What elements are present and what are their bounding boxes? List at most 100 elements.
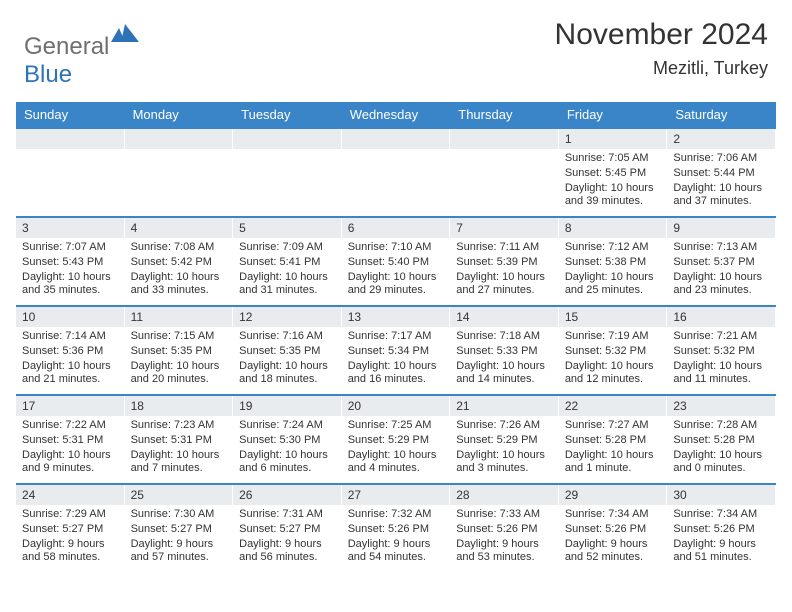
cell-details: Sunrise: 7:25 AMSunset: 5:29 PMDaylight:… [342,416,451,483]
calendar-cell: 10Sunrise: 7:14 AMSunset: 5:36 PMDayligh… [16,306,125,395]
flag-icon [111,22,139,42]
day-number: 16 [667,307,776,327]
sunrise-line: Sunrise: 7:28 AM [673,419,770,433]
day-number: 24 [16,485,125,505]
sunset-line: Sunset: 5:29 PM [456,434,553,448]
cell-details: Sunrise: 7:05 AMSunset: 5:45 PMDaylight:… [559,149,668,216]
daylight-line: Daylight: 10 hours and 21 minutes. [22,360,119,388]
daylight-line: Daylight: 10 hours and 16 minutes. [348,360,445,388]
calendar-cell: 3 Sunrise: 7:07 AMSunset: 5:43 PMDaylight… [16,217,125,306]
calendar-cell: 19Sunrise: 7:24 AMSunset: 5:30 PMDayligh… [233,395,342,484]
calendar-cell: 9Sunrise: 7:13 AMSunset: 5:37 PMDaylight… [667,217,776,306]
sunset-line: Sunset: 5:27 PM [239,523,336,537]
daylight-line: Daylight: 10 hours and 4 minutes. [348,449,445,477]
calendar-cell: 4Sunrise: 7:08 AMSunset: 5:42 PMDaylight… [125,217,234,306]
cell-details: Sunrise: 7:28 AMSunset: 5:28 PMDaylight:… [667,416,776,483]
calendar-cell [16,128,125,217]
cell-details: Sunrise: 7:06 AMSunset: 5:44 PMDaylight:… [667,149,776,216]
cell-details: Sunrise: 7:16 AMSunset: 5:35 PMDaylight:… [233,327,342,394]
day-number: 28 [450,485,559,505]
brand-text: General Blue [24,22,139,89]
day-number: 6 [342,218,451,238]
cell-details: Sunrise: 7:34 AMSunset: 5:26 PMDaylight:… [559,505,668,572]
calendar-cell: 26Sunrise: 7:31 AMSunset: 5:27 PMDayligh… [233,484,342,572]
sunset-line: Sunset: 5:41 PM [239,256,336,270]
calendar-cell: 23Sunrise: 7:28 AMSunset: 5:28 PMDayligh… [667,395,776,484]
daylight-line: Daylight: 9 hours and 57 minutes. [131,538,228,566]
day-number: 30 [667,485,776,505]
day-number [450,129,559,149]
calendar-cell [125,128,234,217]
sunrise-line: Sunrise: 7:33 AM [456,508,553,522]
sunrise-line: Sunrise: 7:32 AM [348,508,445,522]
day-number: 5 [233,218,342,238]
daylight-line: Daylight: 10 hours and 35 minutes. [22,271,119,299]
weekday-header: Sunday [16,102,125,128]
cell-details: Sunrise: 7:22 AMSunset: 5:31 PMDaylight:… [16,416,125,483]
sunset-line: Sunset: 5:29 PM [348,434,445,448]
weekday-header: Thursday [450,102,559,128]
weekday-header: Saturday [667,102,776,128]
cell-details: Sunrise: 7:32 AMSunset: 5:26 PMDaylight:… [342,505,451,572]
day-number: 3 [16,218,125,238]
sunrise-line: Sunrise: 7:12 AM [565,241,662,255]
sunrise-line: Sunrise: 7:34 AM [673,508,770,522]
brand-part1: General [24,33,109,60]
sunrise-line: Sunrise: 7:34 AM [565,508,662,522]
day-number: 21 [450,396,559,416]
sunrise-line: Sunrise: 7:08 AM [131,241,228,255]
sunset-line: Sunset: 5:45 PM [565,167,662,181]
cell-details: Sunrise: 7:08 AMSunset: 5:42 PMDaylight:… [125,238,234,305]
daylight-line: Daylight: 9 hours and 53 minutes. [456,538,553,566]
calendar-cell: 21Sunrise: 7:26 AMSunset: 5:29 PMDayligh… [450,395,559,484]
cell-details: Sunrise: 7:31 AMSunset: 5:27 PMDaylight:… [233,505,342,572]
day-number: 12 [233,307,342,327]
daylight-line: Daylight: 9 hours and 54 minutes. [348,538,445,566]
daylight-line: Daylight: 9 hours and 52 minutes. [565,538,662,566]
day-number: 19 [233,396,342,416]
cell-details: Sunrise: 7:18 AMSunset: 5:33 PMDaylight:… [450,327,559,394]
sunset-line: Sunset: 5:35 PM [239,345,336,359]
sunrise-line: Sunrise: 7:10 AM [348,241,445,255]
day-number: 22 [559,396,668,416]
day-number: 2 [667,129,776,149]
sunset-line: Sunset: 5:35 PM [131,345,228,359]
calendar-cell: 13Sunrise: 7:17 AMSunset: 5:34 PMDayligh… [342,306,451,395]
calendar-cell: 20Sunrise: 7:25 AMSunset: 5:29 PMDayligh… [342,395,451,484]
day-number [342,129,451,149]
brand-part2: Blue [24,61,72,88]
sunset-line: Sunset: 5:36 PM [22,345,119,359]
day-number: 17 [16,396,125,416]
weekday-header: Tuesday [233,102,342,128]
day-number: 10 [16,307,125,327]
daylight-line: Daylight: 9 hours and 56 minutes. [239,538,336,566]
sunrise-line: Sunrise: 7:07 AM [22,241,119,255]
cell-details: Sunrise: 7:12 AMSunset: 5:38 PMDaylight:… [559,238,668,305]
day-number: 14 [450,307,559,327]
cell-details: Sunrise: 7:34 AMSunset: 5:26 PMDaylight:… [667,505,776,572]
sunrise-line: Sunrise: 7:18 AM [456,330,553,344]
daylight-line: Daylight: 10 hours and 25 minutes. [565,271,662,299]
brand-logo: General Blue [24,22,139,89]
sunset-line: Sunset: 5:26 PM [348,523,445,537]
sunset-line: Sunset: 5:28 PM [565,434,662,448]
calendar-cell: 7Sunrise: 7:11 AMSunset: 5:39 PMDaylight… [450,217,559,306]
day-number: 23 [667,396,776,416]
sunrise-line: Sunrise: 7:30 AM [131,508,228,522]
daylight-line: Daylight: 9 hours and 51 minutes. [673,538,770,566]
daylight-line: Daylight: 10 hours and 27 minutes. [456,271,553,299]
sunset-line: Sunset: 5:44 PM [673,167,770,181]
month-title: November 2024 [555,18,768,52]
sunset-line: Sunset: 5:43 PM [22,256,119,270]
cell-details: Sunrise: 7:10 AMSunset: 5:40 PMDaylight:… [342,238,451,305]
calendar-cell: 11Sunrise: 7:15 AMSunset: 5:35 PMDayligh… [125,306,234,395]
daylight-line: Daylight: 10 hours and 20 minutes. [131,360,228,388]
daylight-line: Daylight: 10 hours and 7 minutes. [131,449,228,477]
day-number: 29 [559,485,668,505]
sunset-line: Sunset: 5:28 PM [673,434,770,448]
weekday-header: Wednesday [342,102,451,128]
cell-details: Sunrise: 7:23 AMSunset: 5:31 PMDaylight:… [125,416,234,483]
calendar-cell: 22Sunrise: 7:27 AMSunset: 5:28 PMDayligh… [559,395,668,484]
daylight-line: Daylight: 10 hours and 23 minutes. [673,271,770,299]
daylight-line: Daylight: 10 hours and 11 minutes. [673,360,770,388]
